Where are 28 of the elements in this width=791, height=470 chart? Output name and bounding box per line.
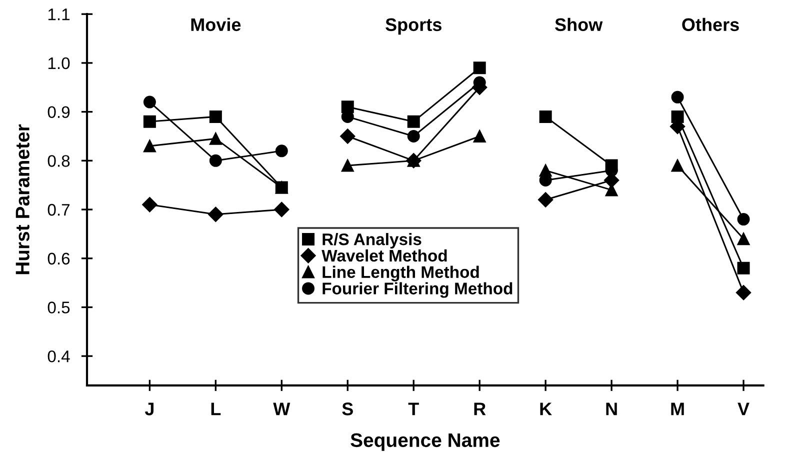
- annotation: Others: [682, 18, 739, 32]
- annotation: Sports: [386, 18, 442, 35]
- legend-label: Wavelet Method: [322, 249, 447, 262]
- x-tick-label: T: [408, 402, 419, 416]
- x-tick-label: K: [540, 402, 552, 416]
- x-tick-label: J: [144, 402, 154, 416]
- x-tick-label: V: [738, 402, 750, 416]
- legend-label: R/S Analysis: [322, 233, 422, 249]
- annotation: Show: [555, 18, 603, 32]
- legend-label: Line Length Method: [322, 266, 479, 282]
- x-tick-label: M: [671, 402, 684, 416]
- x-tick-label: W: [273, 402, 290, 416]
- y-tick-label: 0.5: [48, 302, 70, 314]
- y-tick-label: 0.8: [48, 155, 70, 167]
- y-tick-label: 0.9: [48, 106, 70, 118]
- x-tick-label: N: [606, 402, 617, 416]
- legend-label: Fourier Filtering Method: [322, 282, 512, 298]
- x-tick-label: S: [342, 402, 353, 416]
- y-tick-label: 1.1: [48, 8, 70, 20]
- y-tick-label: 0.7: [48, 204, 70, 216]
- x-tick-label: R: [474, 402, 486, 416]
- x-tick-label: L: [211, 402, 221, 416]
- y-tick-label: 0.4: [48, 350, 70, 362]
- annotation: Movie: [191, 18, 241, 32]
- y-tick-label: 1.0: [48, 57, 70, 70]
- y-tick-label: 0.6: [48, 252, 70, 265]
- x-axis-title: Sequence Name: [350, 433, 500, 451]
- y-axis-title: Hurst Parameter: [16, 124, 30, 274]
